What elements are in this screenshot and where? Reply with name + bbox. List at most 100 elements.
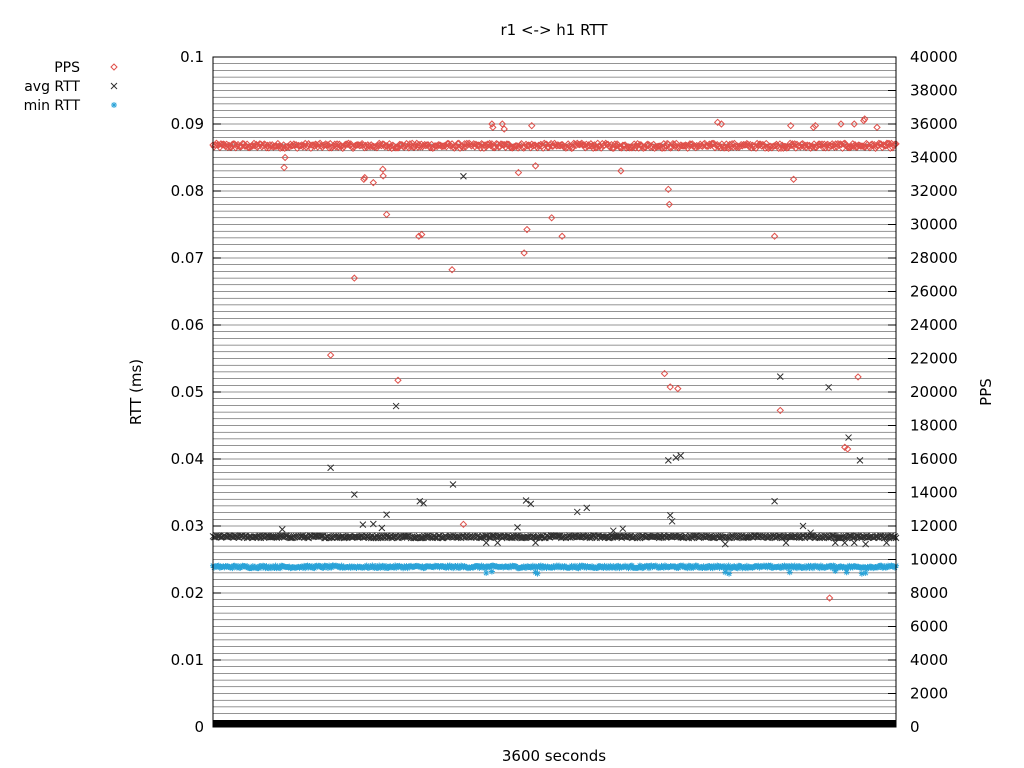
pps-point	[448, 266, 456, 274]
legend-item: PPS	[54, 60, 118, 76]
pps-point	[850, 120, 858, 128]
series-layer	[209, 115, 900, 602]
pps-point	[281, 153, 289, 162]
pps-point	[588, 142, 596, 150]
pps-point	[665, 200, 673, 209]
left-y-tick-label: 0.04	[171, 450, 204, 468]
pps-point	[382, 210, 391, 219]
right-y-tick-label: 30000	[910, 216, 958, 234]
pps-point	[654, 142, 662, 151]
min-rtt-point	[534, 570, 541, 577]
pps-point	[485, 139, 494, 148]
pps-point	[333, 140, 341, 148]
right-y-tick-label: 24000	[910, 316, 958, 334]
avg-rtt-point	[383, 511, 390, 518]
right-y-tick-label: 8000	[910, 584, 948, 602]
pps-point	[430, 143, 438, 152]
pps-point	[809, 123, 818, 132]
min-rtt-point	[675, 564, 682, 571]
avg-rtt-point	[721, 540, 729, 548]
min-rtt-point	[488, 568, 495, 575]
avg-rtt-point	[522, 497, 530, 504]
pps-point	[843, 445, 852, 453]
min-rtt-point	[400, 565, 407, 572]
pps-point	[228, 140, 237, 149]
avg-rtt-point	[369, 520, 377, 528]
legend-marker	[111, 102, 117, 108]
left-y-tick-label: 0	[194, 718, 204, 736]
avg-rtt-point	[359, 521, 367, 529]
pps-point	[391, 144, 399, 152]
avg-rtt-point	[845, 532, 853, 539]
avg-rtt-point	[327, 464, 334, 472]
left-y-tick-label: 0.09	[171, 115, 204, 133]
legend-marker	[110, 63, 118, 71]
avg-rtt-point	[845, 434, 852, 441]
pps-point	[825, 143, 833, 152]
avg-rtt-point	[668, 517, 676, 525]
avg-rtt-point	[825, 383, 833, 391]
pps-point	[789, 175, 798, 183]
pps-point	[221, 142, 230, 151]
pps-point	[523, 225, 531, 234]
series-avg-rtt	[209, 172, 900, 548]
right-y-tick-label: 20000	[910, 383, 958, 401]
avg-rtt-point	[807, 532, 814, 539]
pps-point	[854, 373, 862, 381]
left-y-tick-label: 0.01	[171, 651, 204, 669]
min-rtt-point	[778, 564, 785, 571]
pps-point	[379, 165, 387, 173]
min-rtt-point	[600, 564, 607, 571]
pps-point	[794, 142, 802, 150]
avg-rtt-point	[782, 539, 790, 547]
avg-rtt-point	[420, 499, 427, 507]
pps-point	[746, 140, 755, 149]
pps-point	[469, 140, 478, 148]
right-y-tick-label: 26000	[910, 283, 958, 301]
avg-rtt-point	[573, 508, 581, 516]
min-rtt-point	[376, 562, 383, 569]
pps-point	[679, 142, 687, 150]
legend-item: min RTT	[24, 98, 117, 114]
pps-point	[740, 141, 749, 149]
min-rtt-point	[722, 569, 729, 576]
pps-point	[849, 140, 857, 148]
min-rtt-point	[635, 564, 642, 571]
min-rtt-point	[272, 562, 279, 569]
left-y-tick-label: 0.07	[171, 249, 204, 267]
avg-rtt-point	[609, 527, 617, 535]
pps-point	[434, 141, 443, 149]
avg-rtt-point	[586, 534, 594, 542]
min-rtt-point	[806, 564, 813, 571]
min-rtt-point	[612, 565, 619, 572]
min-rtt-point	[277, 565, 284, 572]
pps-point	[664, 185, 673, 194]
pps-point	[555, 141, 563, 150]
min-rtt-point	[809, 565, 816, 572]
avg-rtt-point	[392, 402, 400, 410]
min-rtt-point	[363, 562, 370, 569]
pps-point	[713, 118, 722, 127]
pps-point	[274, 139, 282, 148]
min-rtt-point	[338, 562, 345, 569]
pps-point	[627, 143, 635, 152]
pps-point	[415, 232, 423, 240]
right-y-tick-label: 36000	[910, 115, 958, 133]
right-y-tick-label: 4000	[910, 651, 948, 669]
left-y-tick-label: 0.02	[171, 584, 204, 602]
legend-marker	[110, 82, 118, 90]
avg-rtt-point	[449, 481, 457, 488]
pps-point	[298, 141, 306, 149]
pps-point	[528, 121, 536, 130]
legend-label: PPS	[54, 60, 80, 76]
pps-point	[370, 143, 379, 151]
avg-rtt-point	[532, 539, 539, 547]
avg-rtt-point	[583, 504, 591, 512]
min-rtt-point	[311, 565, 318, 572]
right-y-tick-label: 18000	[910, 417, 958, 435]
legend-label: avg RTT	[24, 79, 80, 95]
avg-rtt-point	[619, 525, 627, 533]
min-rtt-point	[843, 569, 850, 576]
avg-rtt-point	[431, 534, 439, 541]
